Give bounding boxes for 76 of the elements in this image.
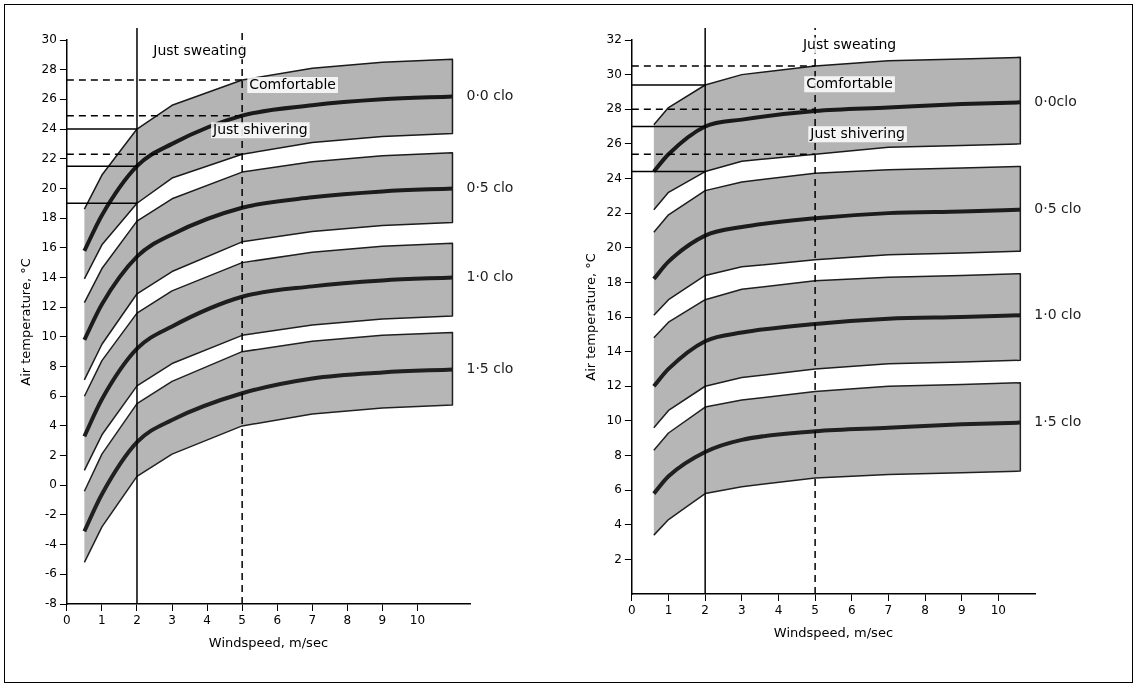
y-tick-label: 28 bbox=[606, 101, 622, 116]
y-tick-label: 0 bbox=[49, 477, 57, 492]
y-tick-label: 26 bbox=[606, 136, 622, 150]
x-tick-label: 10 bbox=[990, 603, 1006, 618]
x-tick-label: 8 bbox=[343, 613, 352, 628]
annotation: Just shivering bbox=[212, 120, 308, 137]
y-tick-label: 6 bbox=[614, 482, 622, 497]
x-tick-label: 1 bbox=[98, 613, 106, 628]
y-tick-label: 18 bbox=[41, 210, 57, 225]
x-tick-label: 5 bbox=[811, 603, 819, 618]
y-tick-label: 28 bbox=[41, 61, 57, 76]
y-tick-label: 24 bbox=[41, 121, 57, 136]
series-label: 1·0 clo bbox=[466, 268, 514, 285]
x-tick-label: 8 bbox=[921, 603, 929, 618]
x-tick-label: 2 bbox=[133, 613, 141, 628]
y-tick-label: 26 bbox=[41, 91, 57, 106]
x-tick-label: 0 bbox=[63, 613, 71, 628]
y-tick-label: 16 bbox=[606, 309, 622, 324]
series-label: 0·5 clo bbox=[1034, 200, 1082, 217]
y-tick-label: 16 bbox=[41, 239, 57, 254]
y-tick-label: 10 bbox=[41, 328, 57, 343]
x-tick-label: 3 bbox=[168, 613, 176, 628]
y-tick-label: 2 bbox=[49, 447, 57, 462]
y-tick-label: 32 bbox=[606, 32, 622, 47]
y-tick-label: 6 bbox=[49, 388, 57, 403]
annotation: Just sweating bbox=[152, 41, 247, 58]
y-tick-label: 30 bbox=[41, 32, 57, 47]
y-tick-label: 4 bbox=[614, 516, 622, 531]
y-tick-label: 8 bbox=[49, 358, 57, 373]
y-tick-label: 14 bbox=[606, 343, 622, 358]
y-tick-label: -2 bbox=[44, 507, 57, 522]
x-tick-label: 6 bbox=[847, 603, 856, 618]
annotation: Just shivering bbox=[809, 124, 905, 141]
x-tick-label: 5 bbox=[238, 613, 246, 628]
y-tick-label: 18 bbox=[606, 274, 622, 289]
y-tick-label: 22 bbox=[41, 150, 57, 165]
y-axis-title: Air temperature, °C bbox=[583, 253, 599, 381]
annotation: Comfortable bbox=[249, 75, 336, 92]
x-tick-label: 9 bbox=[957, 603, 966, 618]
x-tick-label: 10 bbox=[409, 613, 426, 628]
y-tick-label: -6 bbox=[44, 566, 57, 581]
y-tick-label: 8 bbox=[614, 447, 622, 462]
y-tick-label: 14 bbox=[41, 269, 57, 284]
y-tick-label: 10 bbox=[606, 413, 622, 427]
series-label: 1·0 clo bbox=[1034, 305, 1082, 322]
y-tick-label: 4 bbox=[49, 418, 57, 433]
series-label: 0·0 clo bbox=[466, 87, 514, 104]
y-axis-title: Air temperature, °C bbox=[18, 258, 34, 386]
x-tick-label: 9 bbox=[378, 613, 387, 628]
y-tick-label: 12 bbox=[41, 299, 57, 314]
x-tick-label: 4 bbox=[774, 603, 783, 618]
x-tick-label: 7 bbox=[884, 603, 893, 618]
annotation: Just sweating bbox=[801, 36, 897, 53]
x-tick-label: 0 bbox=[628, 603, 636, 618]
y-tick-label: 2 bbox=[614, 551, 622, 566]
y-tick-label: 20 bbox=[606, 239, 622, 254]
y-tick-label: 24 bbox=[606, 170, 622, 185]
series-label: 0·0clo bbox=[1034, 92, 1077, 109]
y-tick-label: 20 bbox=[41, 180, 57, 195]
series-label: 0·5 clo bbox=[466, 179, 514, 196]
x-axis-title: Windspeed, m/sec bbox=[773, 624, 894, 640]
annotation: Comfortable bbox=[806, 74, 893, 91]
y-tick-label: -4 bbox=[44, 536, 57, 551]
x-tick-label: 7 bbox=[308, 613, 317, 628]
x-tick-label: 2 bbox=[701, 603, 709, 618]
x-tick-label: 1 bbox=[664, 603, 673, 618]
x-tick-label: 4 bbox=[203, 613, 211, 628]
y-tick-label: -8 bbox=[44, 596, 57, 611]
series-label: 1·5 clo bbox=[1034, 413, 1082, 430]
series-label: 1·5 clo bbox=[466, 360, 514, 377]
y-tick-label: 22 bbox=[606, 205, 622, 220]
x-axis-title: Windspeed, m/sec bbox=[208, 634, 329, 650]
y-tick-label: 30 bbox=[606, 66, 622, 81]
x-tick-label: 3 bbox=[737, 603, 746, 618]
y-tick-label: 12 bbox=[606, 378, 622, 393]
x-tick-label: 6 bbox=[273, 613, 282, 628]
